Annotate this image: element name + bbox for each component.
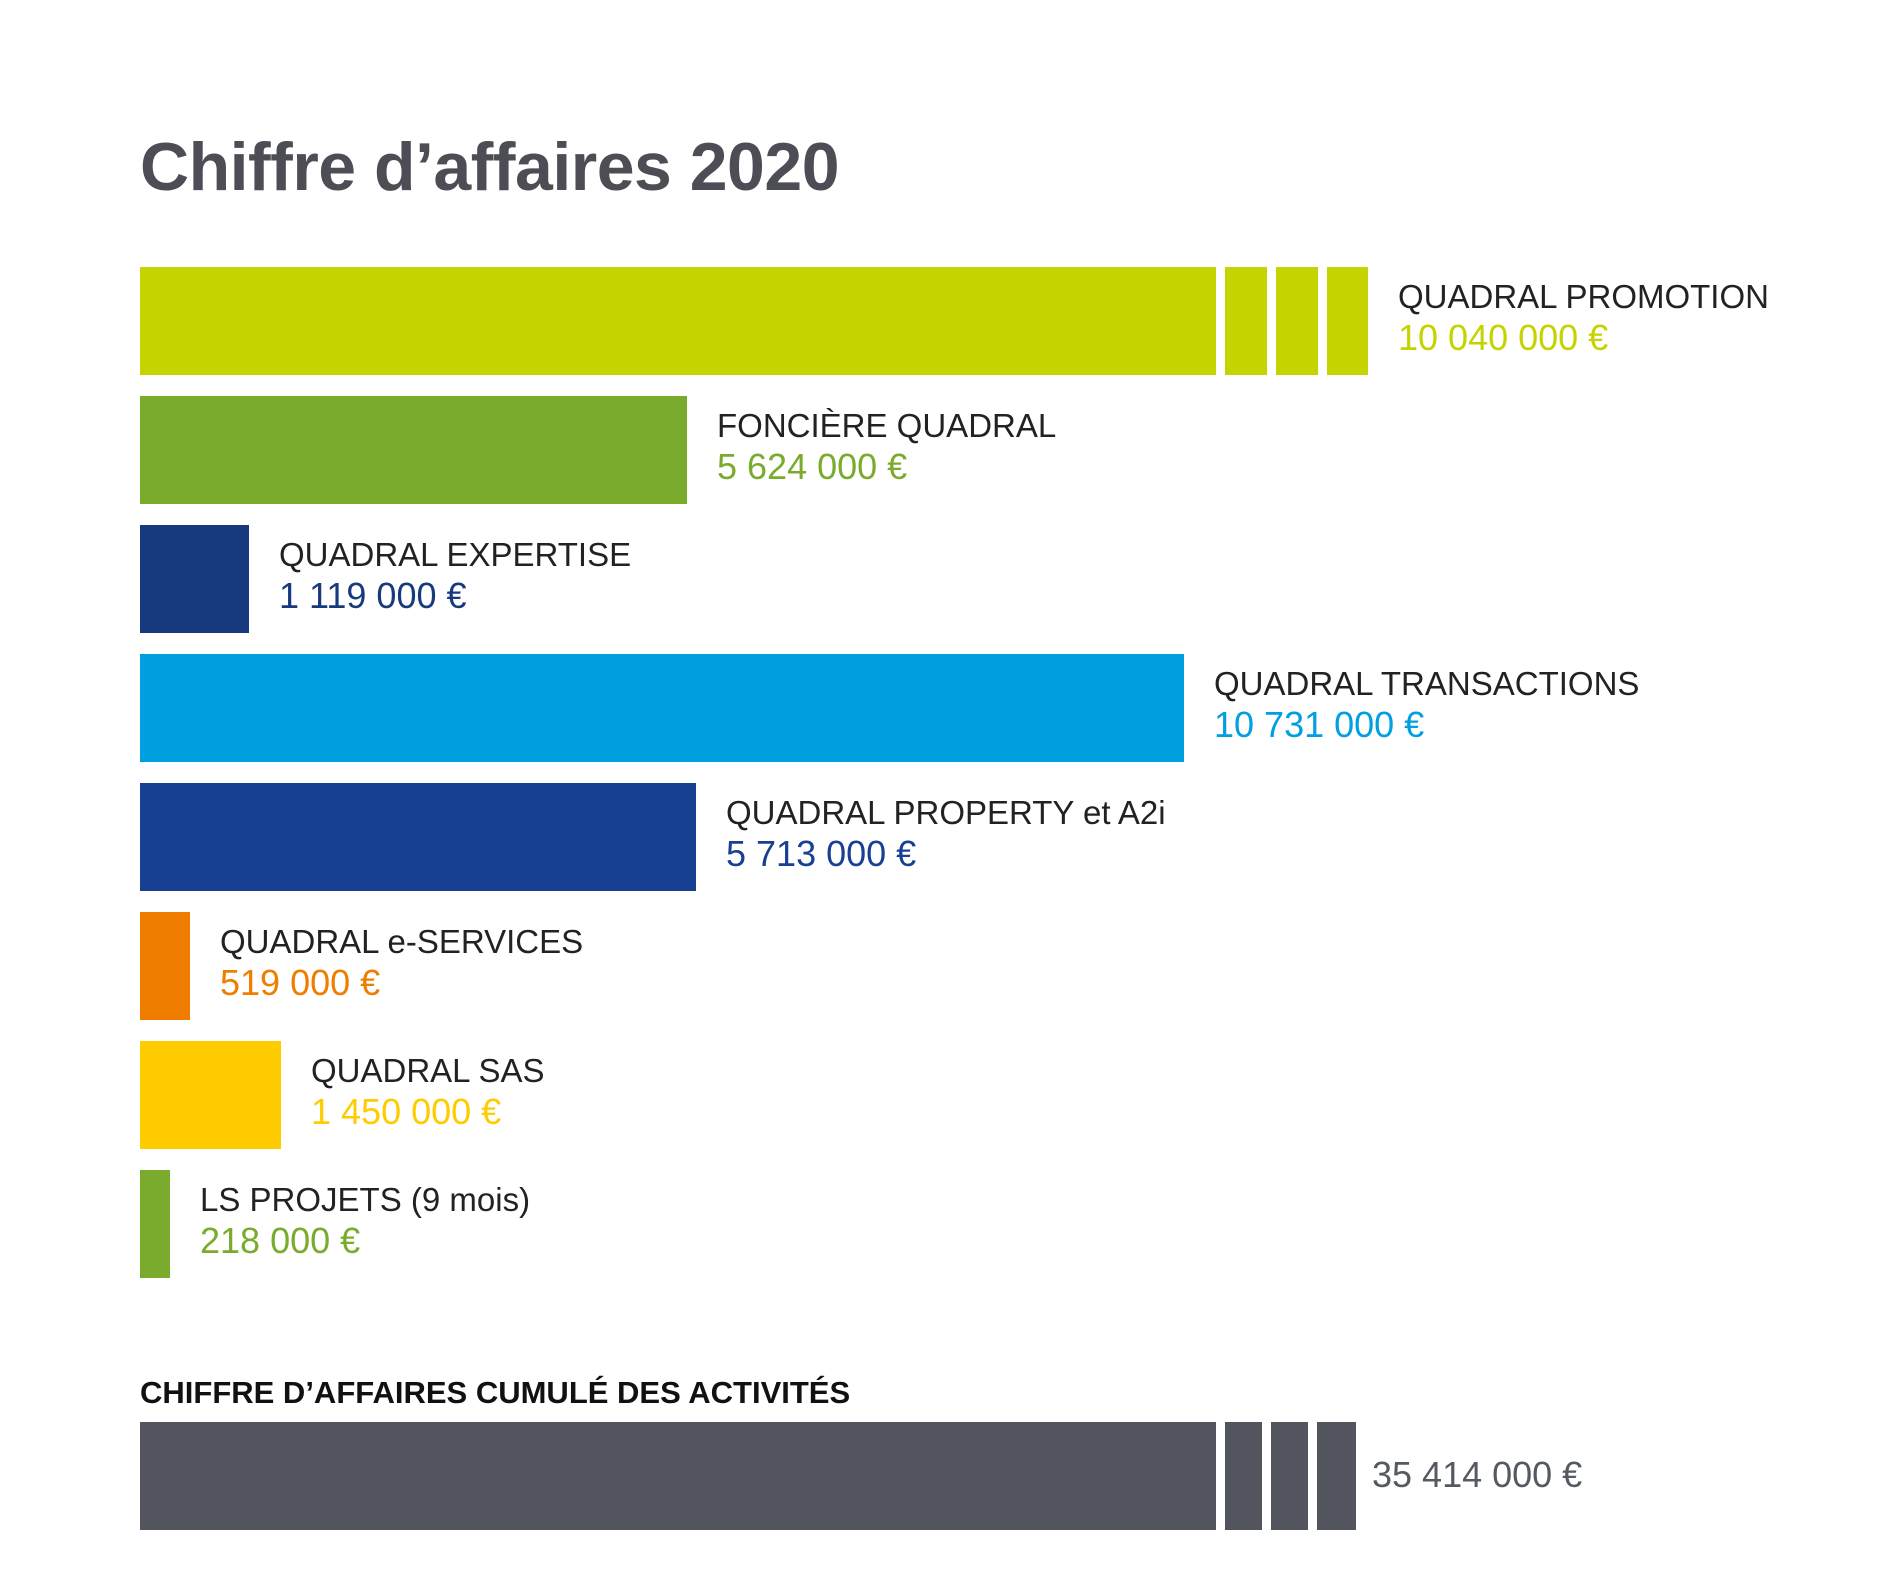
category-label: QUADRAL SAS bbox=[311, 1052, 545, 1089]
category-label: FONCIÈRE QUADRAL bbox=[717, 407, 1057, 444]
bar-5 bbox=[140, 912, 190, 1020]
bar-2 bbox=[140, 525, 249, 633]
bar-row: QUADRAL PROMOTION 10 040 000 € bbox=[140, 267, 1840, 375]
bar-row: FONCIÈRE QUADRAL 5 624 000 € bbox=[140, 396, 1840, 504]
value-label: 1 119 000 € bbox=[279, 575, 467, 616]
bar-label: QUADRAL e-SERVICES 519 000 € bbox=[220, 922, 583, 1004]
bar-4 bbox=[140, 783, 696, 891]
bar-row: QUADRAL SAS 1 450 000 € bbox=[140, 1041, 1840, 1149]
bar-row: QUADRAL PROPERTY et A2i 5 713 000 € bbox=[140, 783, 1840, 891]
bar-label: QUADRAL PROMOTION 10 040 000 € bbox=[1398, 277, 1769, 359]
category-label: QUADRAL PROPERTY et A2i bbox=[726, 794, 1166, 831]
bar-label: QUADRAL EXPERTISE 1 119 000 € bbox=[279, 535, 631, 617]
bar-label: QUADRAL PROPERTY et A2i 5 713 000 € bbox=[726, 793, 1166, 875]
bar-label: FONCIÈRE QUADRAL 5 624 000 € bbox=[717, 406, 1056, 488]
bar-7 bbox=[140, 1170, 170, 1278]
value-label: 218 000 € bbox=[200, 1220, 361, 1261]
bar-label: QUADRAL TRANSACTIONS 10 731 000 € bbox=[1214, 664, 1639, 746]
category-label: QUADRAL EXPERTISE bbox=[279, 536, 632, 573]
value-label: 10 731 000 € bbox=[1214, 704, 1425, 745]
category-label: QUADRAL PROMOTION bbox=[1398, 278, 1769, 315]
total-bar-segment bbox=[140, 1422, 1216, 1530]
bar-row: QUADRAL TRANSACTIONS 10 731 000 € bbox=[140, 654, 1840, 762]
bar-3 bbox=[140, 654, 1184, 762]
total-bar-break-segment bbox=[1317, 1422, 1356, 1530]
bar-0-break-segment bbox=[1327, 267, 1368, 375]
bar-0-break-segment bbox=[1225, 267, 1267, 375]
total-bar-break-segment bbox=[1271, 1422, 1308, 1530]
bar-row: QUADRAL e-SERVICES 519 000 € bbox=[140, 912, 1840, 1020]
bar-1 bbox=[140, 396, 687, 504]
bar-label: LS PROJETS (9 mois) 218 000 € bbox=[200, 1180, 530, 1262]
category-label: LS PROJETS (9 mois) bbox=[200, 1181, 531, 1218]
bar-6 bbox=[140, 1041, 281, 1149]
value-label: 5 713 000 € bbox=[726, 833, 917, 874]
category-label: QUADRAL TRANSACTIONS bbox=[1214, 665, 1640, 702]
total-bar: 35 414 000 € bbox=[140, 1422, 1840, 1530]
value-label: 10 040 000 € bbox=[1398, 317, 1609, 358]
bar-0 bbox=[140, 267, 1216, 375]
value-label: 1 450 000 € bbox=[311, 1091, 502, 1132]
category-label: QUADRAL e-SERVICES bbox=[220, 923, 584, 960]
bar-label: QUADRAL SAS 1 450 000 € bbox=[311, 1051, 545, 1133]
bar-row: QUADRAL EXPERTISE 1 119 000 € bbox=[140, 525, 1840, 633]
total-value-label: 35 414 000 € bbox=[1372, 1454, 1583, 1495]
bar-0-break-segment bbox=[1276, 267, 1318, 375]
bar-row: LS PROJETS (9 mois) 218 000 € bbox=[140, 1170, 1840, 1278]
value-label: 5 624 000 € bbox=[717, 446, 908, 487]
value-label: 519 000 € bbox=[220, 962, 381, 1003]
total-bar-break-segment bbox=[1225, 1422, 1262, 1530]
chart-title: Chiffre d’affaires 2020 bbox=[140, 129, 840, 205]
total-heading: CHIFFRE D’AFFAIRES CUMULÉ DES ACTIVITÉS bbox=[140, 1375, 851, 1410]
